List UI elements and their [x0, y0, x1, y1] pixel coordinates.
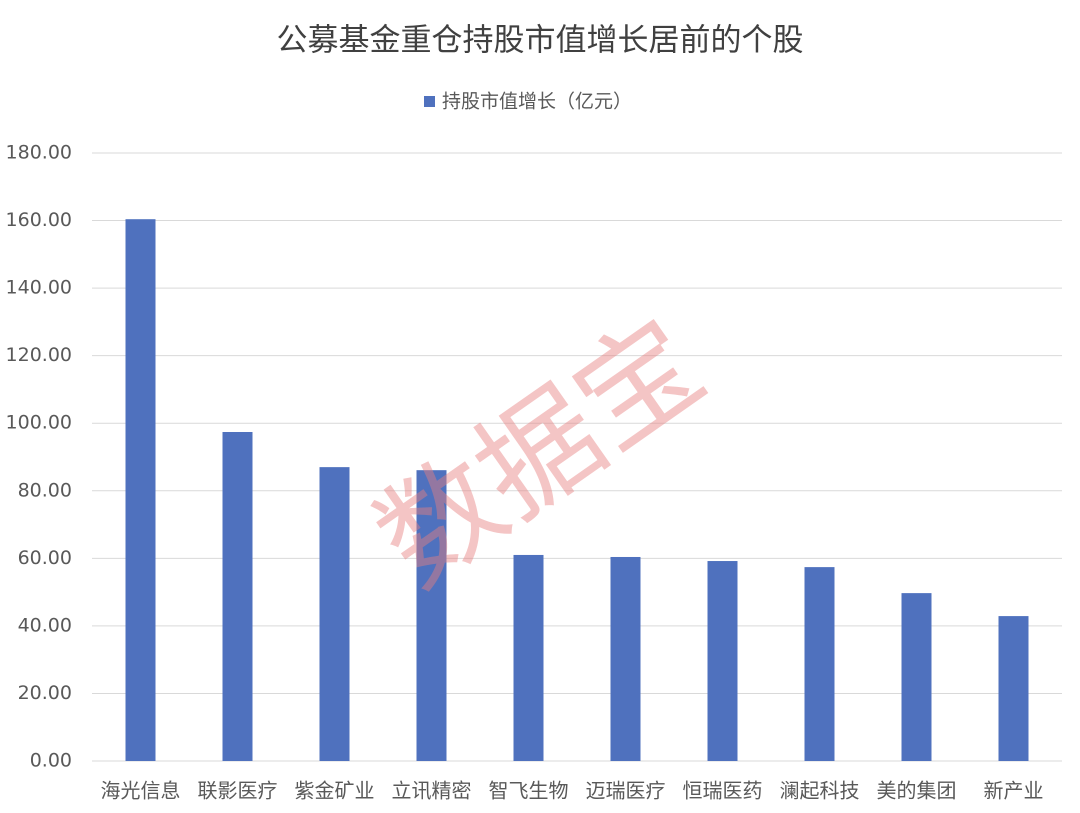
y-tick-label: 100.00 — [6, 412, 72, 434]
y-tick-label: 60.00 — [18, 547, 72, 569]
bar — [125, 219, 156, 761]
y-tick-label: 40.00 — [18, 614, 72, 636]
chart-title: 公募基金重仓持股市值增长居前的个股 — [277, 23, 804, 59]
y-tick-label: 180.00 — [6, 142, 72, 164]
y-tick-label: 0.00 — [30, 750, 72, 772]
x-tick-label: 美的集团 — [877, 779, 957, 803]
bar — [513, 554, 544, 761]
legend-swatch — [424, 96, 435, 107]
x-tick-label: 恒瑞医药 — [683, 779, 763, 803]
y-tick-label: 80.00 — [18, 479, 72, 501]
bar — [222, 432, 253, 761]
y-tick-label: 120.00 — [6, 344, 72, 366]
x-tick-label: 海光信息 — [101, 779, 181, 803]
x-tick-label: 新产业 — [984, 779, 1044, 803]
x-tick-label: 迈瑞医疗 — [586, 779, 666, 803]
bar — [707, 561, 738, 761]
y-tick-label: 20.00 — [18, 682, 72, 704]
bar — [804, 567, 835, 761]
bar — [319, 467, 350, 761]
y-tick-label: 160.00 — [6, 209, 72, 231]
bar — [610, 556, 641, 761]
x-tick-label: 紫金矿业 — [295, 779, 375, 803]
bar — [998, 616, 1029, 761]
x-tick-label: 澜起科技 — [780, 779, 860, 803]
y-tick-label: 140.00 — [6, 277, 72, 299]
bar — [416, 470, 447, 761]
legend-label: 持股市值增长（亿元） — [442, 91, 632, 113]
bar — [901, 593, 932, 761]
x-tick-label: 智飞生物 — [489, 779, 569, 803]
x-tick-label: 立讯精密 — [392, 779, 472, 803]
x-tick-label: 联影医疗 — [198, 779, 278, 803]
